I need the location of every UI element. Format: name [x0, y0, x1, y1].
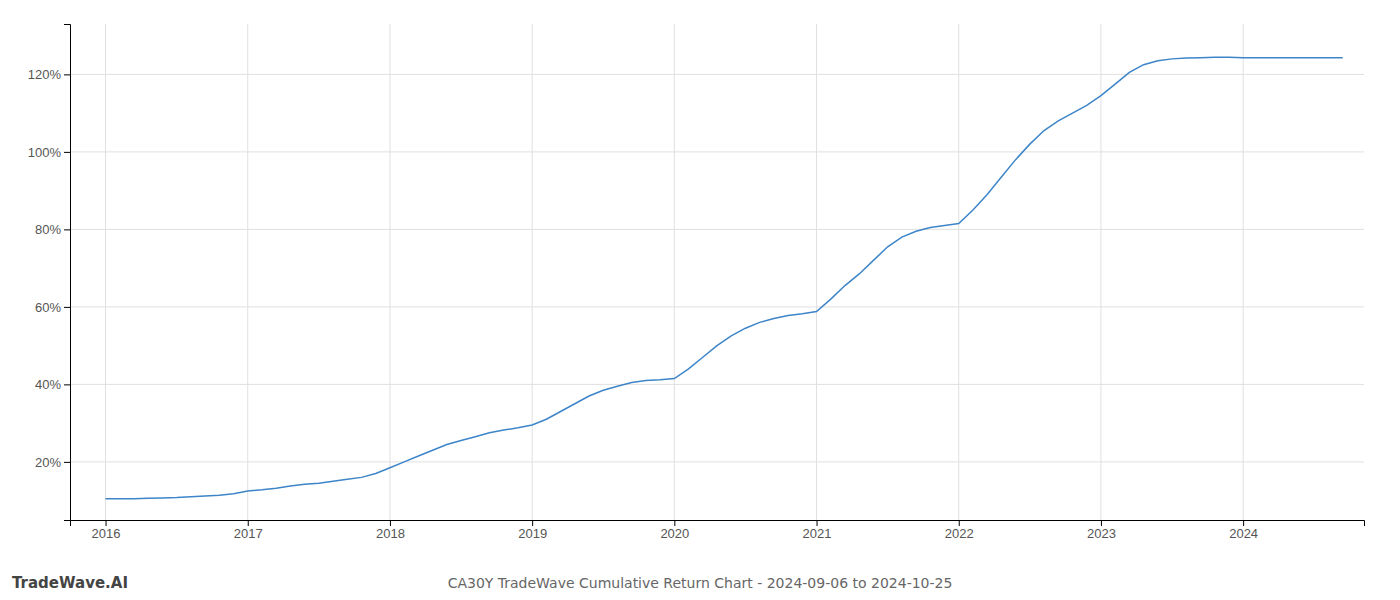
- y-axis-tick-mark: [64, 384, 70, 385]
- x-axis: 2016 2017 2018 2019 2020 2021 2022 2023 2024: [71, 520, 1365, 541]
- y-axis-tick-mark: [64, 74, 70, 75]
- watermark: TradeWave.AI: [12, 574, 128, 592]
- x-grid-line: [532, 24, 533, 520]
- x-axis-tick: 2021: [803, 520, 832, 541]
- x-axis-tick-label: 2022: [945, 526, 974, 541]
- x-axis-tick-mark: [1243, 520, 1244, 526]
- x-axis-tick-label: 2023: [1087, 526, 1116, 541]
- y-axis-tick-label: 100%: [28, 145, 62, 160]
- x-axis-tick-label: 2018: [376, 526, 405, 541]
- chart-container: 2016 2017 2018 2019 2020 2021 2022 2023 2024 20% 4…: [0, 0, 1400, 600]
- x-axis-tick-mark: [106, 520, 107, 526]
- x-grid-line: [1243, 24, 1244, 520]
- x-axis-tick-mark: [532, 520, 533, 526]
- x-grid-line: [674, 24, 675, 520]
- y-axis-tick: 120%: [28, 67, 70, 82]
- x-axis-tick-mark: [674, 520, 675, 526]
- y-grid-line: [70, 229, 1364, 230]
- y-grid-line: [70, 306, 1364, 307]
- y-axis-tick: 100%: [28, 145, 70, 160]
- y-axis-tick-label: 40%: [35, 377, 61, 392]
- plot-area: [106, 57, 1343, 498]
- x-grid-line: [1100, 24, 1101, 520]
- y-axis-tick: 60%: [35, 300, 70, 315]
- x-grid-line: [958, 24, 959, 520]
- y-axis-tick-mark: [64, 307, 70, 308]
- x-grid-line: [816, 24, 817, 520]
- x-grid-line: [247, 24, 248, 520]
- x-axis-tick-label: 2016: [92, 526, 121, 541]
- data-line: [106, 57, 1343, 498]
- x-axis-tick: 2024: [1229, 520, 1258, 541]
- x-axis-tick-label: 2017: [234, 526, 263, 541]
- texts: TradeWave.AI CA30Y TradeWave Cumulative R…: [12, 574, 952, 592]
- x-axis-tick: 2016: [92, 520, 121, 541]
- x-axis-tick-mark: [817, 520, 818, 526]
- y-grid-line: [70, 74, 1364, 75]
- x-axis-tick-mark: [959, 520, 960, 526]
- y-axis-line: [64, 25, 71, 521]
- y-grid-line: [70, 151, 1364, 152]
- x-axis-tick-mark: [1101, 520, 1102, 526]
- x-axis-tick: 2022: [945, 520, 974, 541]
- chart-svg: 2016 2017 2018 2019 2020 2021 2022 2023 2024 20% 4…: [0, 0, 1400, 600]
- y-axis-tick: 80%: [35, 222, 70, 237]
- x-axis-tick: 2017: [234, 520, 263, 541]
- y-grid-line: [70, 461, 1364, 462]
- y-grid-line: [70, 384, 1364, 385]
- grid: [70, 24, 1364, 520]
- x-axis-tick-label: 2020: [660, 526, 689, 541]
- x-axis-line: [71, 521, 1365, 527]
- y-axis-tick-mark: [64, 229, 70, 230]
- y-axis-tick: 40%: [35, 377, 70, 392]
- y-axis-tick-label: 120%: [28, 67, 62, 82]
- x-grid-line: [105, 24, 106, 520]
- y-axis-tick-mark: [64, 152, 70, 153]
- x-axis-tick: 2023: [1087, 520, 1116, 541]
- y-axis-tick-label: 60%: [35, 300, 61, 315]
- x-axis-tick-mark: [390, 520, 391, 526]
- x-grid-line: [389, 24, 390, 520]
- x-axis-tick: 2018: [376, 520, 405, 541]
- y-axis-tick-mark: [64, 462, 70, 463]
- x-axis-tick: 2019: [518, 520, 547, 541]
- x-axis-tick-label: 2021: [803, 526, 832, 541]
- x-axis-tick: 2020: [660, 520, 689, 541]
- y-axis: 20% 40% 60% 80% 100% 120%: [28, 25, 71, 521]
- y-axis-tick: 20%: [35, 455, 70, 470]
- y-axis-tick-label: 20%: [35, 455, 61, 470]
- chart-title: CA30Y TradeWave Cumulative Return Chart …: [448, 575, 953, 591]
- x-axis-tick-mark: [248, 520, 249, 526]
- x-axis-tick-label: 2024: [1229, 526, 1258, 541]
- y-axis-tick-label: 80%: [35, 222, 61, 237]
- x-axis-tick-label: 2019: [518, 526, 547, 541]
